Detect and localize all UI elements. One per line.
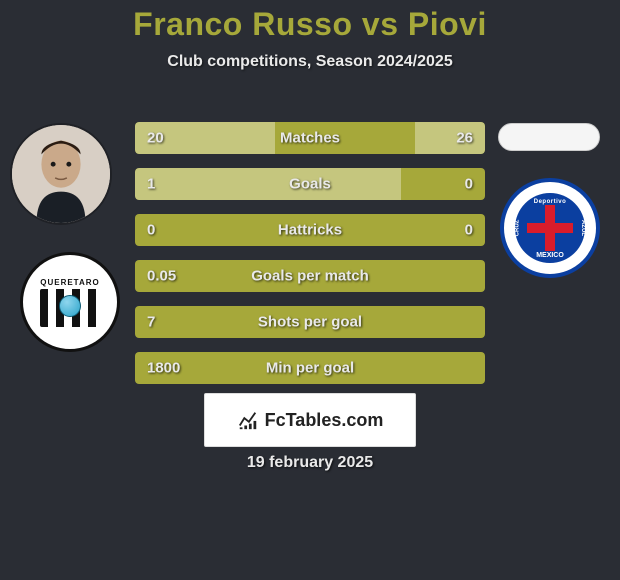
stat-value-left: 0.05 [147,268,176,285]
club-right-side-l: CRUZ [514,220,520,237]
cross-icon [527,205,573,251]
stat-label: Goals per match [251,268,369,285]
person-icon [12,125,110,223]
stat-row: 1800 Min per goal [135,352,485,384]
club-left-stripes [40,289,100,327]
player-left-avatar [10,123,112,225]
stat-label: Goals [289,176,331,193]
stat-value-right: 0 [465,176,473,193]
stat-value-right: 26 [456,130,473,147]
page-title: Franco Russo vs Piovi [0,6,620,43]
stat-row: 0.05 Goals per match [135,260,485,292]
stat-row: 0 0 Hattricks [135,214,485,246]
club-right-badge: Deportivo CRUZ AZUL MEXICO [500,178,600,278]
stat-value-left: 0 [147,222,155,239]
stat-label: Matches [280,130,340,147]
stat-value-left: 7 [147,314,155,331]
comparison-card: Franco Russo vs Piovi Club competitions,… [0,0,620,71]
stat-row: 7 Shots per goal [135,306,485,338]
stat-value-left: 1800 [147,360,180,377]
club-right-side-r: AZUL [580,220,586,236]
subtitle: Club competitions, Season 2024/2025 [0,53,620,71]
stat-row: 20 26 Matches [135,122,485,154]
stat-value-left: 1 [147,176,155,193]
club-left-name: QUERETARO [40,278,100,287]
stat-label: Hattricks [278,222,342,239]
stat-bars: 20 26 Matches 1 0 Goals 0 0 Hattricks 0.05 Goals p… [135,122,485,398]
brand-name: FcTables.com [265,410,384,431]
stat-value-right: 0 [465,222,473,239]
club-left-inner: QUERETARO [23,255,117,349]
stat-row: 1 0 Goals [135,168,485,200]
ball-icon [59,295,81,317]
player-right-avatar [498,123,600,151]
club-right-inner: Deportivo CRUZ AZUL MEXICO [515,193,585,263]
brand-box: FcTables.com [204,393,416,447]
date-label: 19 february 2025 [247,454,373,472]
stat-label: Shots per goal [258,314,362,331]
bar-right-fill [415,122,485,154]
club-left-badge: QUERETARO [20,252,120,352]
bar-left-fill [135,168,401,200]
chart-icon [237,409,259,431]
stat-value-left: 20 [147,130,164,147]
club-right-bottom: MEXICO [515,252,585,259]
stat-label: Min per goal [266,360,354,377]
